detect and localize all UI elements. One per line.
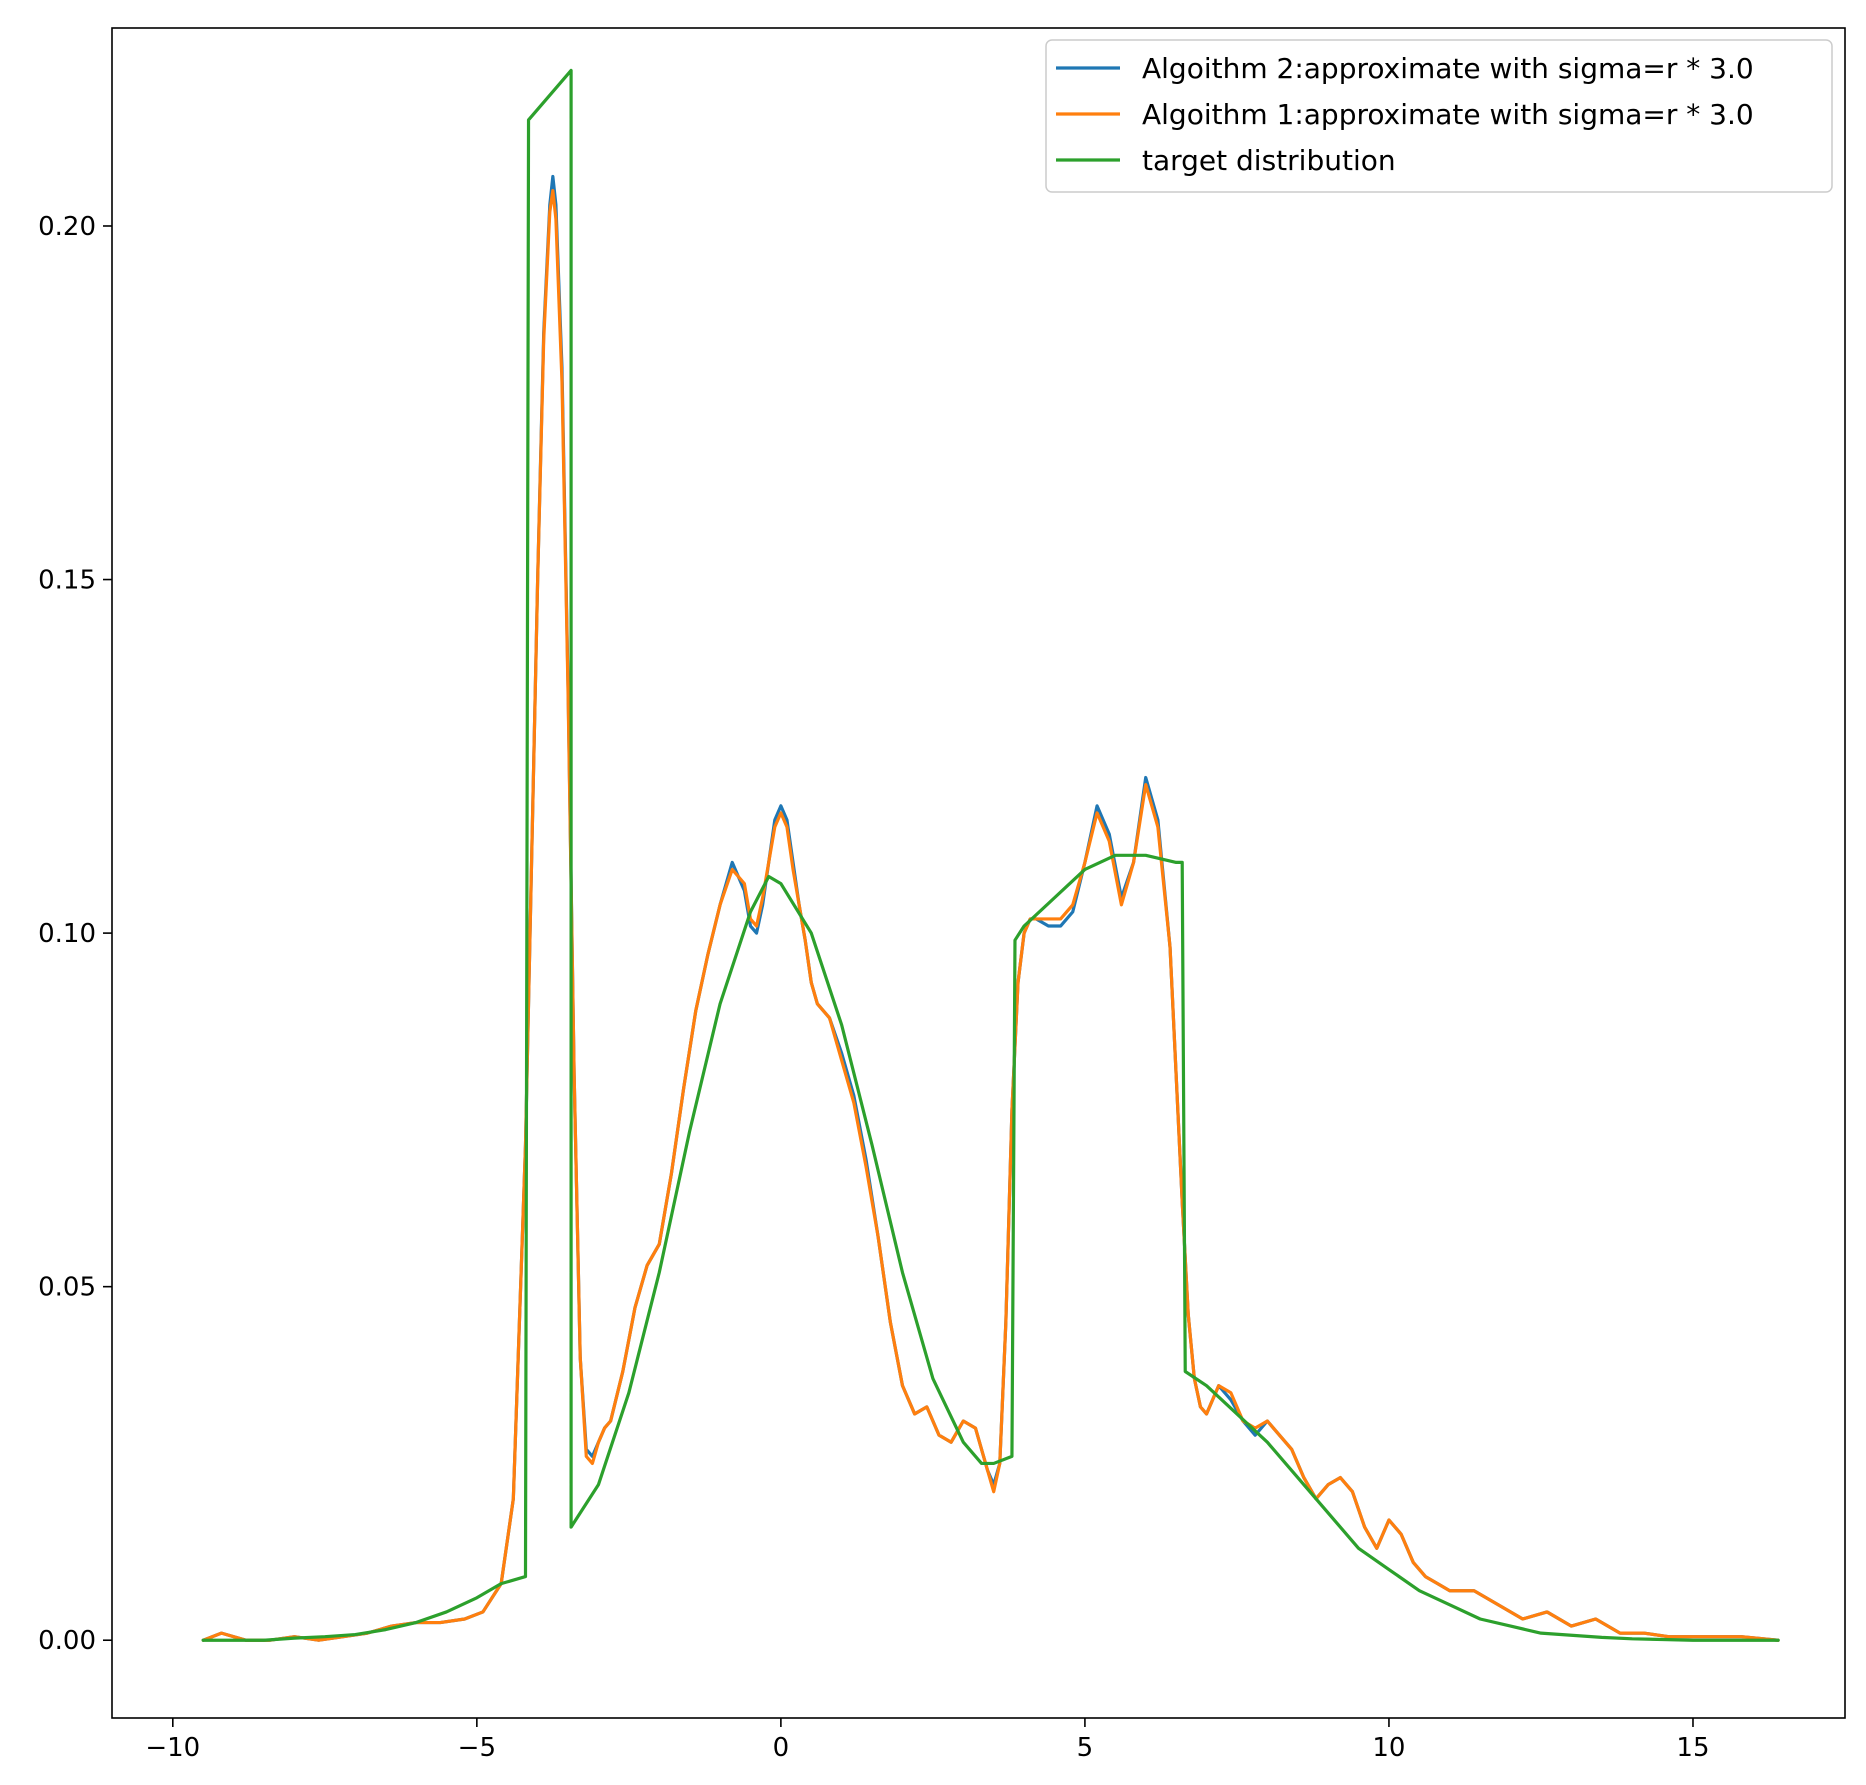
axes-frame (111, 27, 1846, 1719)
x-tick-label: 5 (1077, 1733, 1094, 1763)
y-tick-label: 0.05 (38, 1273, 96, 1303)
x-axis-ticks: −10 −5 0 5 10 15 (145, 1718, 1710, 1763)
y-tick-label: 0.00 (38, 1626, 96, 1656)
y-tick-label: 0.20 (38, 212, 96, 242)
y-axis-ticks: 0.00 0.05 0.10 0.15 0.20 (38, 212, 112, 1656)
legend: Algoithm 2:approximate with sigma=r * 3.… (1045, 39, 1833, 193)
legend-label-3: target distribution (1142, 144, 1396, 177)
x-tick-label: 15 (1676, 1733, 1709, 1763)
series-line-3 (201, 68, 1780, 1642)
x-tick-label: 0 (773, 1733, 790, 1763)
x-tick-label: −5 (458, 1733, 496, 1763)
legend-label-1: Algoithm 2:approximate with sigma=r * 3.… (1142, 52, 1754, 85)
series-line-2 (201, 189, 1780, 1642)
x-tick-label: 10 (1372, 1733, 1405, 1763)
series-layer (201, 68, 1780, 1642)
legend-box (1045, 39, 1833, 193)
x-tick-label: −10 (145, 1733, 200, 1763)
legend-label-2: Algoithm 1:approximate with sigma=r * 3.… (1142, 98, 1754, 131)
y-tick-label: 0.15 (38, 566, 96, 596)
y-tick-label: 0.10 (38, 919, 96, 949)
